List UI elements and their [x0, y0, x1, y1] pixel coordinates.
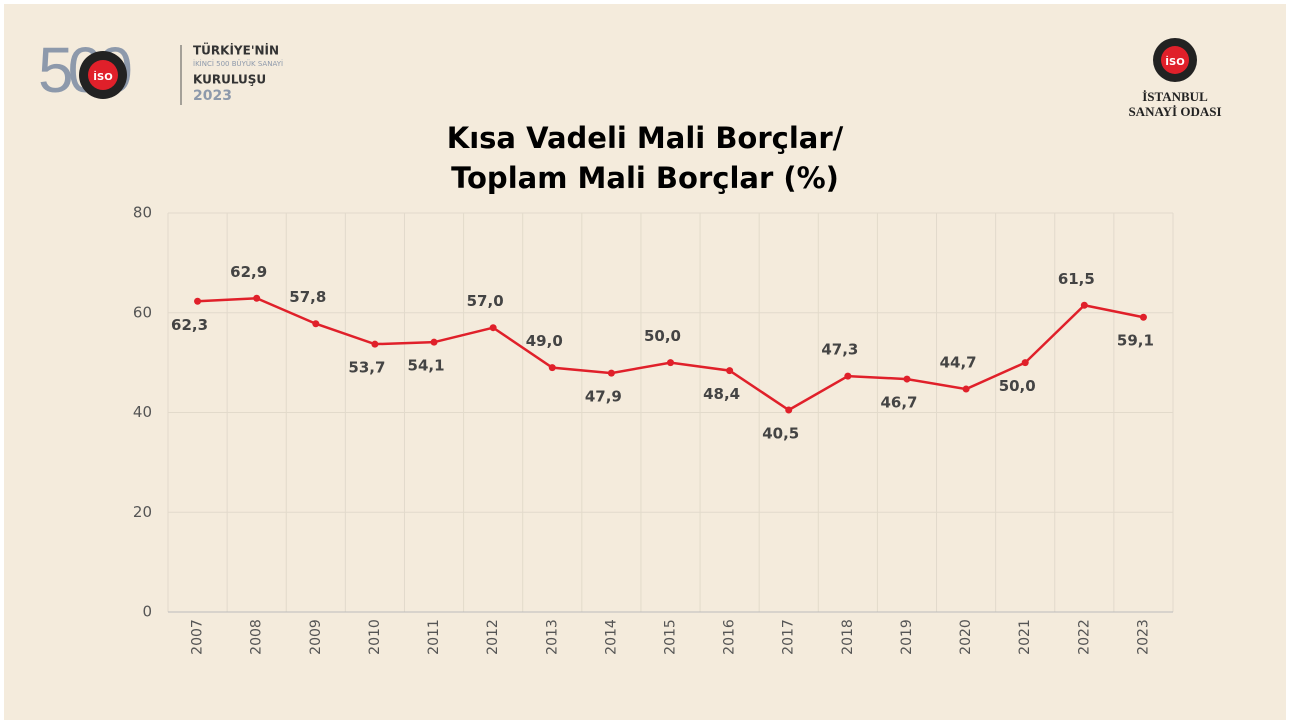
- point: [1139, 313, 1147, 321]
- x-tick-label: 2022: [1076, 619, 1092, 655]
- logo-line: SANAYİ ODASI: [1128, 104, 1221, 119]
- data-label: 50,0: [999, 377, 1036, 395]
- point: [667, 359, 674, 367]
- logo-line: 2023: [193, 88, 232, 104]
- data-label: 57,8: [289, 288, 326, 306]
- x-tick-label: 2012: [485, 619, 501, 655]
- x-tick-label: 2008: [249, 619, 265, 655]
- y-tick-label: 0: [142, 603, 152, 621]
- logo-line: TÜRKİYE'NİN: [193, 43, 279, 58]
- point: [785, 406, 793, 414]
- point: [607, 369, 615, 377]
- x-tick-label: 2007: [190, 619, 206, 655]
- logo-line: İSTANBUL: [1142, 89, 1208, 104]
- x-tick-label: 2013: [544, 619, 560, 655]
- point: [489, 324, 497, 332]
- x-tick-label: 2016: [722, 619, 738, 655]
- x-tick-label: 2019: [899, 619, 915, 655]
- data-label: 62,9: [230, 263, 267, 281]
- data-label: 47,3: [821, 341, 858, 359]
- point: [903, 375, 911, 383]
- data-label: 59,1: [1117, 332, 1154, 350]
- x-tick-label: 2017: [781, 619, 797, 655]
- y-tick-label: 60: [133, 303, 152, 321]
- logo-line: İKİNCİ 500 BÜYÜK SANAYİ: [193, 59, 283, 68]
- data-label: 50,0: [644, 327, 681, 345]
- point: [253, 294, 261, 302]
- data-label: 57,0: [467, 292, 504, 310]
- data-label: 62,3: [171, 316, 208, 334]
- x-tick-label: 2014: [603, 619, 619, 655]
- badge-text: İSO: [1165, 54, 1184, 68]
- point: [1021, 359, 1029, 367]
- data-label: 44,7: [940, 354, 977, 372]
- x-tick-label: 2015: [663, 619, 679, 655]
- point: [371, 340, 379, 348]
- point: [1080, 301, 1088, 309]
- chart-title: Kısa Vadeli Mali Borçlar/: [447, 121, 844, 155]
- data-label: 40,5: [762, 425, 799, 443]
- gear-center: [1161, 46, 1189, 74]
- data-label: 53,7: [348, 359, 385, 377]
- logo-line: KURULUŞU: [193, 73, 266, 87]
- x-tick-label: 2021: [1017, 619, 1033, 655]
- data-label: 54,1: [408, 357, 445, 375]
- data-label: 61,5: [1058, 270, 1095, 288]
- y-tick-label: 80: [133, 204, 152, 222]
- data-label: 49,0: [526, 332, 563, 350]
- point: [194, 297, 202, 305]
- y-tick-label: 40: [133, 403, 152, 421]
- y-tick-label: 20: [133, 503, 152, 521]
- point: [962, 385, 970, 393]
- point: [844, 372, 852, 380]
- x-tick-label: 2011: [426, 619, 442, 655]
- data-label: 47,9: [585, 388, 622, 406]
- chart-title: Toplam Mali Borçlar (%): [451, 161, 839, 195]
- background: [4, 4, 1286, 720]
- x-tick-label: 2018: [840, 619, 856, 655]
- badge-text: İSO: [93, 69, 112, 83]
- x-tick-label: 2020: [958, 619, 974, 655]
- x-tick-label: 2009: [308, 619, 324, 655]
- x-tick-label: 2023: [1135, 619, 1151, 655]
- point: [312, 320, 320, 328]
- data-label: 48,4: [703, 385, 740, 403]
- point: [430, 338, 438, 346]
- point: [548, 364, 556, 372]
- point: [726, 367, 734, 375]
- x-tick-label: 2010: [367, 619, 383, 655]
- data-label: 46,7: [880, 394, 917, 412]
- gear-center: [88, 60, 118, 90]
